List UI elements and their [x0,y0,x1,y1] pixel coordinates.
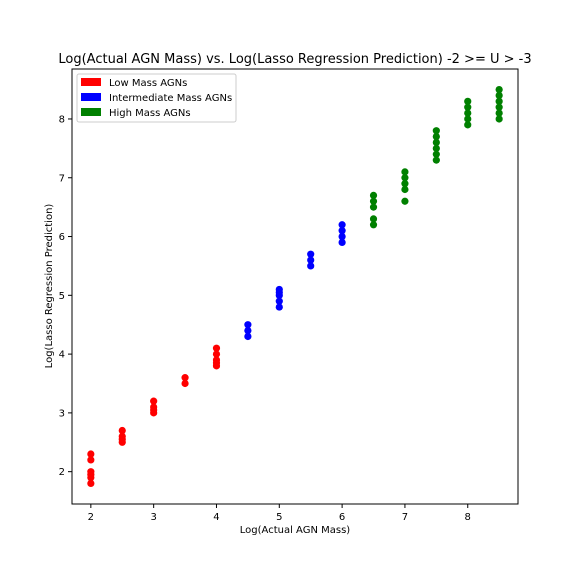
data-point [464,121,472,129]
legend-swatch-high [81,108,101,116]
data-point [212,344,221,352]
data-point [464,97,472,105]
data-point [432,127,440,135]
data-point [495,109,503,117]
y-tick-label: 7 [59,173,65,184]
x-tick-label: 7 [402,512,408,523]
data-point [244,321,252,329]
data-point [212,350,221,358]
chart-title: Log(Actual AGN Mass) vs. Log(Lasso Regre… [58,52,531,67]
legend-swatch-low [81,78,101,86]
legend-label-low: Low Mass AGNs [109,78,187,89]
data-point [181,374,189,382]
data-point [464,115,472,123]
data-point [369,197,378,205]
y-tick-label: 5 [59,291,65,302]
data-point [369,221,378,229]
data-point [464,109,472,117]
y-tick-label: 4 [59,350,65,361]
data-point [212,356,221,364]
data-point [338,232,346,241]
data-point [87,468,95,476]
data-point [369,203,378,211]
x-tick-label: 2 [88,512,94,523]
x-tick-label: 8 [465,512,471,523]
y-tick-label: 2 [59,467,65,478]
legend-label-high: High Mass AGNs [109,108,191,119]
data-point [495,115,503,123]
legend: Low Mass AGNs Intermediate Mass AGNs Hig… [76,73,237,123]
data-point [87,450,95,458]
y-tick-label: 3 [59,408,65,419]
data-point [432,138,440,147]
data-point [118,432,126,440]
data-point [338,238,346,247]
data-point [401,197,409,205]
data-point [275,303,283,311]
data-point [87,479,95,488]
data-point [150,397,158,405]
data-point [150,403,158,411]
x-axis-label: Log(Actual AGN Mass) [240,525,351,536]
x-tick-label: 3 [150,512,156,523]
data-point [244,332,252,341]
data-point [369,191,378,199]
data-point [369,215,378,223]
x-tick-label: 5 [276,512,282,523]
plot-area: 2 3 4 5 6 7 8 2 3 4 5 6 7 8 [59,68,519,523]
x-tick-label: 6 [339,512,345,523]
data-point [118,426,126,435]
legend-swatch-intermediate [81,93,101,101]
data-point [401,174,409,182]
data-point [495,91,503,100]
data-point [181,379,189,388]
y-axis-label: Log(Lasso Regression Prediction) [44,204,55,369]
data-point [307,262,315,270]
data-point [432,156,440,164]
data-point [338,221,346,229]
data-point [244,326,252,335]
x-axis-ticks: 2 3 4 5 6 7 8 [88,504,471,523]
x-tick-label: 4 [213,512,219,523]
data-point [495,103,503,111]
data-point [307,250,315,258]
data-point [495,97,503,105]
data-point [307,256,315,264]
legend-box [76,73,237,123]
data-point [432,150,440,158]
data-point [338,227,346,235]
y-axis-ticks: 2 3 4 5 6 7 8 [59,114,72,478]
data-points [87,85,503,488]
data-point [401,185,409,194]
plot-frame [71,68,519,505]
data-point [464,103,472,111]
data-point [432,133,440,141]
y-tick-label: 6 [59,232,65,243]
data-point [401,180,409,188]
data-point [495,85,503,94]
data-point [432,144,440,152]
y-tick-label: 8 [59,114,65,125]
data-point [275,297,283,305]
data-point [275,285,283,294]
data-point [401,168,409,176]
data-point [87,456,95,464]
legend-label-intermediate: Intermediate Mass AGNs [109,93,232,104]
